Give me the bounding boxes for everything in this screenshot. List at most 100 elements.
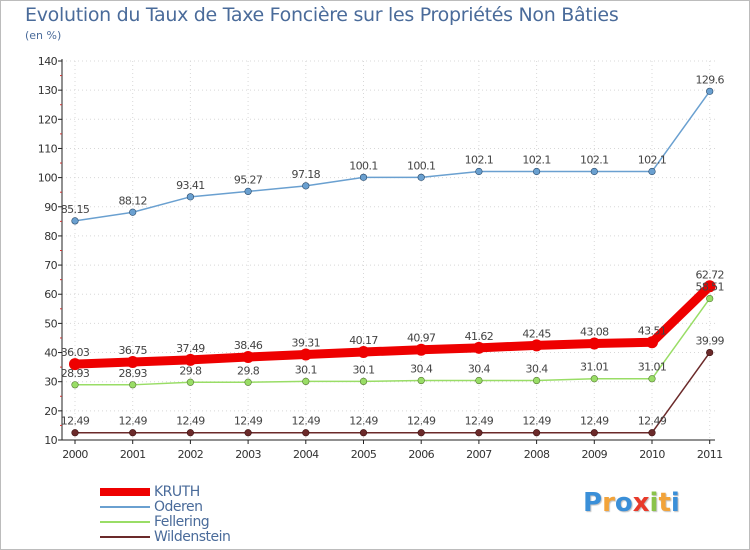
point-fellering-2004 [302, 377, 310, 386]
point-wildenstein-2005 [359, 429, 368, 437]
series-line-fellering [74, 297, 711, 386]
data-label-oderen-2011: 129.6 [695, 73, 724, 86]
data-label-wildenstein-2006: 12.49 [407, 415, 436, 428]
legend-label-oderen: Oderen [154, 499, 203, 515]
point-fellering-2001 [129, 381, 137, 389]
data-label-fellering-2007: 30.4 [468, 363, 491, 376]
series-line-oderen [74, 90, 711, 222]
data-label-fellering-2005: 30.1 [352, 363, 374, 376]
point-kruth-2004 [299, 348, 312, 361]
legend-swatch-wildenstein [100, 536, 150, 538]
point-wildenstein-2001 [129, 429, 137, 437]
data-label-kruth-2008: 42.45 [522, 327, 551, 340]
point-fellering-2000 [71, 381, 79, 389]
y-tick-label-30: 30 [44, 376, 57, 389]
legend: KRUTH Oderen Fellering Wildenstein [100, 484, 300, 545]
data-label-fellering-2009: 31.01 [580, 361, 609, 374]
data-label-kruth-2009: 43.08 [580, 326, 609, 339]
point-wildenstein-2006 [417, 429, 425, 437]
data-label-kruth-2005: 40.17 [349, 334, 378, 347]
y-tick-label-80: 80 [44, 230, 57, 243]
point-fellering-2002 [186, 378, 194, 386]
y-tick-label-120: 120 [38, 113, 58, 126]
point-kruth-2001 [126, 356, 139, 369]
data-label-kruth-2004: 39.31 [292, 337, 321, 350]
x-tick-label-2010: 2010 [639, 448, 665, 461]
point-fellering-2003 [244, 378, 252, 386]
data-label-kruth-2010: 43.51 [638, 324, 667, 337]
point-fellering-2008 [532, 376, 541, 385]
chart-axes: 10 20 30 40 50 60 70 80 90 100 110 120 130 140 2000 200… [38, 55, 723, 461]
point-kruth-2006 [415, 343, 428, 356]
point-kruth-2002 [184, 353, 197, 366]
point-oderen-2007 [475, 167, 483, 176]
point-oderen-2008 [532, 167, 541, 176]
point-kruth-2011 [703, 280, 716, 293]
data-label-fellering-2001: 28.93 [118, 367, 147, 380]
point-wildenstein-2003 [244, 429, 252, 437]
point-oderen-2004 [302, 182, 310, 190]
y-tick-label-40: 40 [44, 347, 57, 360]
data-label-oderen-2010: 102.1 [638, 153, 667, 166]
x-tick-label-2000: 2000 [62, 448, 88, 461]
data-label-oderen-2003: 95.27 [234, 173, 263, 186]
y-tick-label-90: 90 [44, 201, 57, 214]
data-label-wildenstein-2000: 12.49 [61, 415, 90, 428]
data-label-kruth-2007: 41.62 [465, 330, 494, 343]
point-oderen-2005 [359, 173, 368, 181]
point-fellering-2009 [590, 375, 598, 383]
point-wildenstein-2004 [302, 429, 310, 437]
data-label-wildenstein-2009: 12.49 [580, 415, 609, 428]
legend-item-fellering: Fellering [100, 514, 300, 530]
point-oderen-2002 [186, 193, 194, 201]
point-kruth-2000 [69, 358, 81, 371]
x-tick-label-2007: 2007 [466, 448, 492, 461]
data-labels: 12.49 12.49 12.49 12.49 12.49 12.49 12.49 12.49… [61, 73, 725, 427]
series-line-wildenstein [74, 351, 711, 434]
data-label-oderen-2002: 93.41 [176, 179, 205, 192]
data-label-wildenstein-2004: 12.49 [292, 415, 321, 428]
data-label-fellering-2011: 58.51 [695, 281, 724, 294]
point-oderen-2000 [71, 217, 79, 225]
logo-letter: t [658, 488, 671, 518]
y-tick-label-10: 10 [44, 434, 57, 447]
point-oderen-2011 [706, 87, 714, 95]
point-wildenstein-2007 [475, 429, 483, 437]
logo-letter: x [632, 488, 650, 518]
logo-letter: r [602, 488, 615, 518]
y-tick-label-130: 130 [38, 84, 58, 97]
data-label-wildenstein-2002: 12.49 [176, 415, 205, 428]
x-tick-label-2011: 2011 [697, 448, 723, 461]
y-tick-label-60: 60 [44, 288, 57, 301]
data-label-kruth-2003: 38.46 [234, 339, 263, 352]
legend-item-oderen: Oderen [100, 499, 300, 515]
point-oderen-2001 [129, 208, 137, 216]
data-label-wildenstein-2003: 12.49 [234, 415, 263, 428]
x-tick-label-2004: 2004 [293, 448, 319, 461]
proxiti-logo: Proxiti [583, 488, 680, 518]
point-oderen-2003 [244, 187, 252, 196]
point-wildenstein-2008 [532, 429, 541, 437]
y-tick-label-100: 100 [38, 172, 58, 185]
data-label-oderen-2004: 97.18 [292, 168, 321, 181]
legend-item-kruth: KRUTH [100, 484, 300, 500]
legend-label-kruth: KRUTH [154, 484, 200, 500]
data-label-kruth-2011: 62.72 [695, 268, 724, 281]
point-fellering-2011 [706, 294, 714, 303]
logo-letter: i [670, 488, 680, 518]
point-wildenstein-2010 [648, 429, 656, 437]
x-tick-label-2009: 2009 [581, 448, 607, 461]
y-tick-label-110: 110 [38, 142, 58, 155]
point-kruth-2005 [357, 346, 370, 359]
point-oderen-2006 [417, 173, 425, 181]
point-oderen-2009 [590, 167, 598, 176]
point-fellering-2005 [359, 377, 368, 386]
legend-swatch-kruth [100, 488, 150, 496]
point-wildenstein-2000 [71, 429, 79, 437]
point-kruth-2008 [530, 339, 543, 352]
point-kruth-2003 [242, 351, 255, 364]
x-tick-label-2003: 2003 [235, 448, 261, 461]
logo-letter: P [583, 488, 603, 518]
data-label-wildenstein-2008: 12.49 [522, 415, 551, 428]
